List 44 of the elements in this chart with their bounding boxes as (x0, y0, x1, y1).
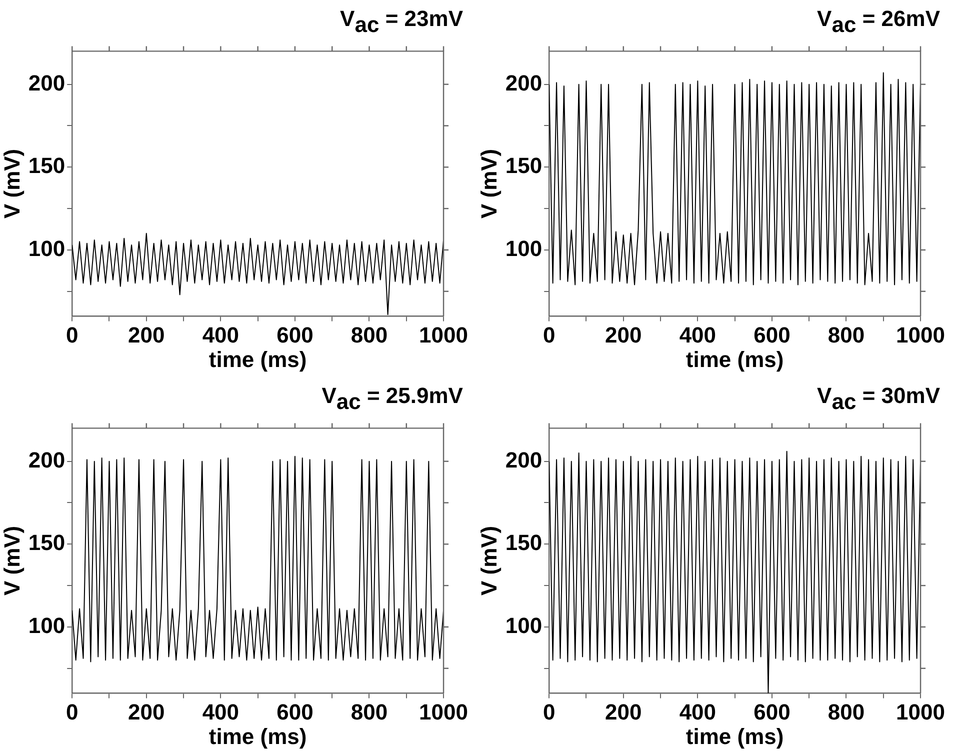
y-tick-label: 150 (505, 153, 542, 178)
y-tick-label: 100 (28, 236, 66, 262)
y-tick-label: 200 (505, 447, 542, 472)
y-tick-label: 100 (505, 236, 542, 262)
x-tick-label: 400 (202, 322, 240, 348)
x-tick-label: 800 (350, 699, 388, 724)
x-tick-label: 1000 (419, 322, 468, 348)
x-tick-label: 0 (66, 322, 78, 348)
x-axis-title: time (ms) (208, 724, 307, 749)
y-tick-label: 150 (28, 153, 66, 178)
y-tick-label: 200 (28, 70, 66, 96)
y-axis-title: V (mV) (0, 526, 24, 596)
x-tick-label: 600 (276, 322, 314, 348)
x-axis-title: time (ms) (686, 346, 784, 372)
x-tick-label: 600 (276, 699, 314, 724)
y-tick-label: 200 (28, 447, 66, 472)
x-tick-label: 400 (202, 699, 240, 724)
y-axis-title: V (mV) (476, 526, 502, 596)
y-axis-title: V (mV) (0, 148, 24, 219)
y-tick-label: 100 (28, 613, 66, 638)
x-tick-label: 800 (350, 322, 388, 348)
y-tick-label: 100 (505, 613, 542, 638)
x-axis-title: time (ms) (208, 346, 307, 372)
x-tick-label: 400 (679, 699, 716, 724)
y-tick-label: 200 (505, 70, 542, 96)
x-tick-label: 200 (605, 699, 642, 724)
x-tick-label: 800 (828, 699, 865, 724)
x-tick-label: 200 (128, 322, 165, 348)
x-tick-label: 600 (754, 322, 790, 348)
y-tick-label: 150 (28, 530, 66, 556)
x-tick-label: 200 (605, 322, 642, 348)
y-axis-title: V (mV) (476, 148, 502, 219)
x-tick-label: 200 (128, 699, 165, 724)
x-tick-label: 0 (542, 699, 556, 724)
x-tick-label: 800 (828, 322, 865, 348)
x-tick-label: 0 (542, 322, 556, 348)
x-tick-label: 1000 (896, 322, 946, 348)
x-tick-label: 1000 (419, 699, 468, 724)
x-tick-label: 400 (679, 322, 716, 348)
x-tick-label: 600 (754, 699, 790, 724)
y-tick-label: 150 (505, 530, 542, 556)
x-tick-label: 1000 (896, 699, 946, 724)
x-tick-label: 0 (66, 699, 78, 724)
x-axis-title: time (ms) (686, 724, 784, 749)
